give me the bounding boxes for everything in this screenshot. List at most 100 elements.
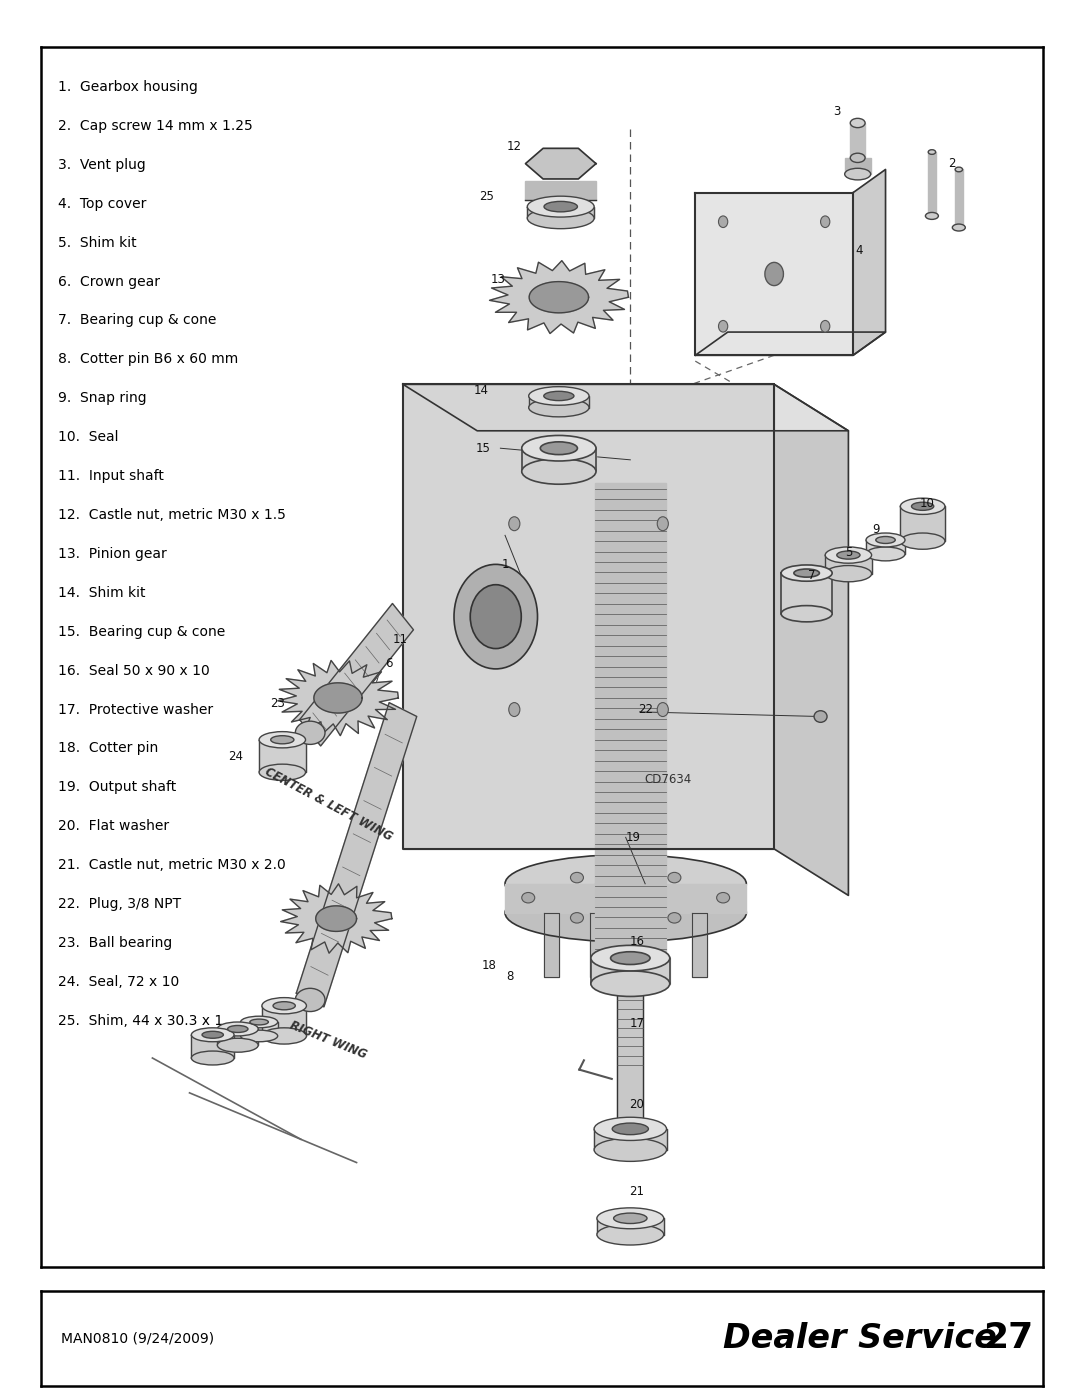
Ellipse shape <box>866 548 905 560</box>
Text: 10.  Seal: 10. Seal <box>57 430 118 444</box>
Text: 23: 23 <box>270 697 285 710</box>
Ellipse shape <box>667 912 680 923</box>
Ellipse shape <box>765 263 783 285</box>
Text: CENTER & LEFT WING: CENTER & LEFT WING <box>262 766 394 844</box>
Text: 8.  Cotter pin B6 x 60 mm: 8. Cotter pin B6 x 60 mm <box>57 352 238 366</box>
Ellipse shape <box>509 517 519 531</box>
Polygon shape <box>489 261 629 334</box>
Ellipse shape <box>591 946 670 971</box>
Ellipse shape <box>612 1123 648 1134</box>
Ellipse shape <box>595 967 665 986</box>
Text: 9: 9 <box>873 522 880 536</box>
Ellipse shape <box>718 217 728 228</box>
Polygon shape <box>594 1129 666 1150</box>
Ellipse shape <box>613 1213 647 1224</box>
Text: 23.  Ball bearing: 23. Ball bearing <box>57 936 172 950</box>
Text: 8: 8 <box>507 970 513 983</box>
Ellipse shape <box>271 736 294 743</box>
Ellipse shape <box>217 1023 258 1037</box>
Ellipse shape <box>591 971 670 996</box>
Ellipse shape <box>821 217 829 228</box>
Ellipse shape <box>594 1139 666 1161</box>
Text: 11: 11 <box>393 633 407 647</box>
Text: Figure 11: Figure 11 <box>410 1295 492 1309</box>
Ellipse shape <box>228 1025 248 1032</box>
Text: 18: 18 <box>482 958 497 971</box>
Polygon shape <box>853 169 886 355</box>
Ellipse shape <box>522 436 596 461</box>
Text: 27: 27 <box>983 1322 1034 1355</box>
Text: 25.  Shim, 44 x 30.3 x 1: 25. Shim, 44 x 30.3 x 1 <box>57 1014 222 1028</box>
Text: 10: 10 <box>920 497 934 510</box>
Polygon shape <box>850 123 865 158</box>
Polygon shape <box>955 169 962 228</box>
Polygon shape <box>901 506 945 541</box>
Polygon shape <box>505 884 746 912</box>
Text: 4: 4 <box>855 244 863 257</box>
Ellipse shape <box>610 951 650 964</box>
Polygon shape <box>403 384 849 430</box>
Text: 20: 20 <box>630 1098 645 1111</box>
Ellipse shape <box>540 441 578 454</box>
Polygon shape <box>696 332 886 355</box>
Ellipse shape <box>781 606 833 622</box>
Polygon shape <box>278 661 399 736</box>
Ellipse shape <box>613 1294 647 1303</box>
Text: 20.  Flat washer: 20. Flat washer <box>57 819 168 834</box>
Polygon shape <box>774 384 849 895</box>
Ellipse shape <box>509 703 519 717</box>
Text: 4.  Top cover: 4. Top cover <box>57 197 146 211</box>
Text: RIGHT WING: RIGHT WING <box>288 1020 369 1062</box>
Text: CD7634: CD7634 <box>645 773 691 785</box>
Ellipse shape <box>570 912 583 923</box>
Ellipse shape <box>597 1224 664 1245</box>
Polygon shape <box>529 282 589 313</box>
Ellipse shape <box>825 548 872 563</box>
Ellipse shape <box>901 499 945 514</box>
Ellipse shape <box>928 149 935 154</box>
Text: 19: 19 <box>625 831 640 844</box>
Ellipse shape <box>794 569 820 577</box>
Text: 15: 15 <box>475 441 490 454</box>
Ellipse shape <box>901 534 945 549</box>
Text: 24.  Seal, 72 x 10: 24. Seal, 72 x 10 <box>57 975 179 989</box>
Polygon shape <box>618 977 644 1127</box>
Text: 12: 12 <box>507 140 522 152</box>
Polygon shape <box>825 555 872 574</box>
Text: 11.  Input shaft: 11. Input shaft <box>57 469 163 483</box>
Polygon shape <box>315 905 356 932</box>
Polygon shape <box>928 152 935 217</box>
Polygon shape <box>259 740 306 773</box>
Text: 6: 6 <box>386 657 393 669</box>
Ellipse shape <box>658 703 669 717</box>
Ellipse shape <box>912 503 934 510</box>
Polygon shape <box>591 958 670 983</box>
Ellipse shape <box>850 119 865 127</box>
Polygon shape <box>595 483 665 977</box>
Ellipse shape <box>241 1030 278 1042</box>
Text: 17.  Protective washer: 17. Protective washer <box>57 703 213 717</box>
Ellipse shape <box>217 1038 258 1052</box>
Polygon shape <box>544 912 558 977</box>
Text: 7: 7 <box>808 570 815 583</box>
Ellipse shape <box>717 893 730 902</box>
Polygon shape <box>692 912 707 977</box>
Text: 1: 1 <box>501 557 509 571</box>
Text: 18.  Cotter pin: 18. Cotter pin <box>57 742 158 756</box>
Ellipse shape <box>544 201 578 212</box>
Polygon shape <box>593 1369 667 1397</box>
Ellipse shape <box>529 387 589 405</box>
Ellipse shape <box>202 1031 224 1038</box>
Ellipse shape <box>825 566 872 581</box>
Polygon shape <box>296 703 417 1007</box>
Ellipse shape <box>505 855 746 912</box>
Ellipse shape <box>529 398 589 416</box>
Ellipse shape <box>295 988 325 1011</box>
Text: 19.  Output shaft: 19. Output shaft <box>57 781 176 795</box>
Polygon shape <box>845 158 870 175</box>
Text: 3.  Vent plug: 3. Vent plug <box>57 158 146 172</box>
Polygon shape <box>526 148 596 179</box>
Ellipse shape <box>273 1002 295 1010</box>
Ellipse shape <box>850 154 865 162</box>
Ellipse shape <box>241 1016 278 1028</box>
